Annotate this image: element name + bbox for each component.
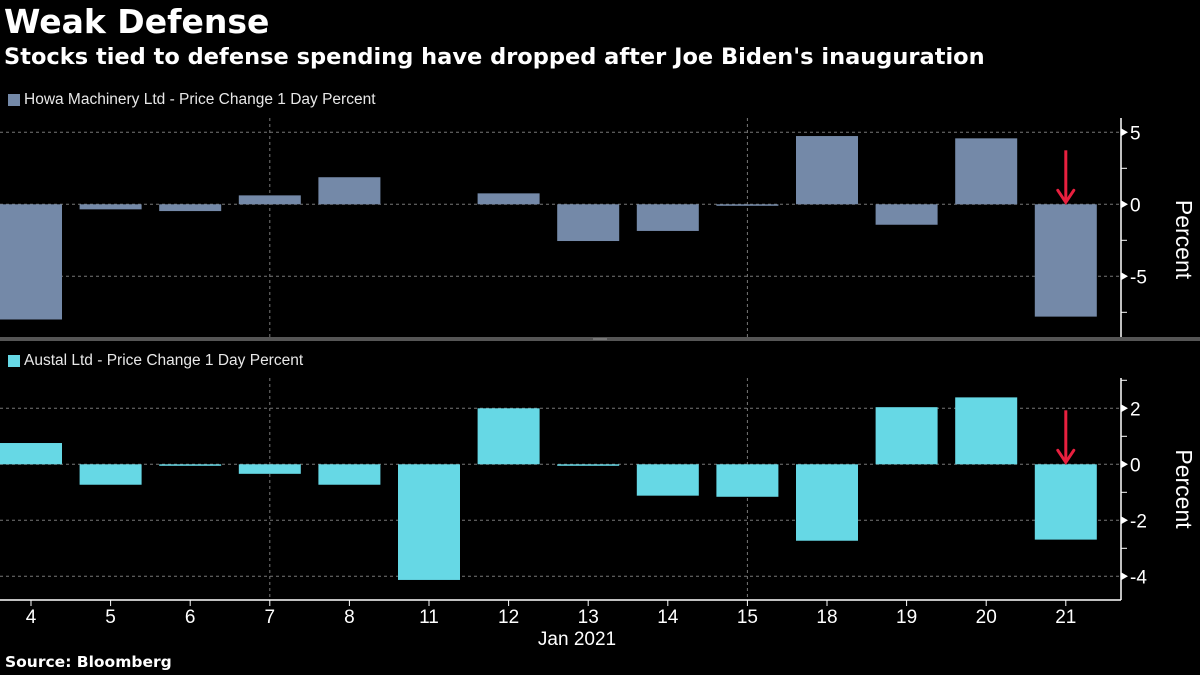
bar-austal-jan-20 [955,397,1018,465]
bar-austal-jan-5 [79,464,142,485]
bar-howa-jan-13 [557,204,620,242]
bar-austal-jan-8 [318,464,381,485]
x-tick-label: 8 [344,607,355,628]
bar-howa-jan-18 [796,136,858,205]
x-tick-label: 14 [657,607,679,628]
y-tick-label: 0 [1130,455,1141,476]
legend-howa: Howa Machinery Ltd - Price Change 1 Day … [8,91,376,109]
bar-howa-jan-14 [636,204,699,231]
y-tick-label: 2 [1130,399,1141,420]
bar-austal-jan-12 [477,408,540,465]
y-tick-marker [1121,128,1128,137]
annotation-arrow-icon [1056,150,1076,206]
annotation-arrow-icon [1056,410,1076,466]
bar-howa-jan-4 [0,204,62,320]
legend-label-austal: Austal Ltd - Price Change 1 Day Percent [24,352,304,369]
y-tick-marker [1121,460,1128,469]
bar-howa-jan-5 [79,204,142,210]
source-note: Source: Bloomberg [5,653,172,671]
x-axis: 4 5 6 7 8 11 12 13 14 15 18 19 20 21 Jan 2021 [0,599,1121,650]
chart-title: Weak Defense [4,2,270,41]
bar-austal-jan-7 [238,464,301,474]
bar-howa-jan-6 [159,204,222,212]
x-tick-label: 15 [737,607,758,628]
bar-austal-jan-19 [875,407,938,465]
x-tick-label: 11 [419,607,439,628]
bar-howa-jan-7 [238,195,301,205]
bar-austal-jan-6 [159,464,222,466]
y-tick-marker [1121,200,1128,209]
legend-label-howa: Howa Machinery Ltd - Price Change 1 Day … [24,91,376,108]
bar-austal-jan-21 [1034,464,1097,540]
y-tick-label: 0 [1130,195,1141,216]
bar-austal-jan-15 [716,464,779,497]
y-tick-label: 5 [1130,123,1141,144]
bar-austal-jan-18 [796,464,858,541]
y-tick-label: -2 [1130,511,1147,532]
y-tick-marker [1121,272,1128,281]
y-tick-marker [1121,516,1128,525]
x-tick-label: 13 [578,607,599,628]
x-tick-label: 5 [105,607,116,628]
x-tick-label: 18 [816,607,837,628]
x-tick-label: 20 [976,607,997,628]
bar-austal-jan-14 [636,464,699,496]
bar-howa-jan-15 [716,204,779,206]
panel-howa: 5 0 -5 Percent [0,118,1197,337]
x-tick-label: 7 [265,607,276,628]
y-tick-marker [1121,404,1128,413]
x-tick-label: 21 [1055,607,1076,628]
y-tick-marker [1121,572,1128,581]
bar-austal-jan-11 [398,464,460,580]
legend-swatch-austal [8,355,20,367]
x-axis-title: Jan 2021 [538,629,616,650]
y-tick-label: -4 [1130,567,1147,588]
y-tick-label: -5 [1130,267,1147,288]
panel-austal: 2 0 -2 -4 Percent [0,378,1197,600]
x-tick-label: 12 [498,607,519,628]
x-tick-label: 6 [185,607,196,628]
x-tick-label: 19 [896,607,917,628]
arrow-head [1056,448,1076,466]
y-axis-title: Percent [1171,449,1197,529]
legend-austal: Austal Ltd - Price Change 1 Day Percent [8,352,303,370]
bar-howa-jan-21 [1034,204,1097,317]
x-tick-label: 4 [26,607,37,628]
arrow-head [1056,188,1076,206]
bar-austal-jan-4 [0,443,62,465]
bar-howa-jan-19 [875,204,938,225]
y-axis-title: Percent [1171,200,1197,280]
bar-austal-jan-13 [557,464,620,466]
bar-howa-jan-12 [477,193,540,205]
bar-howa-jan-8 [318,177,381,205]
chart-subtitle: Stocks tied to defense spending have dro… [4,44,985,70]
legend-swatch-howa [8,94,20,106]
bar-howa-jan-20 [955,138,1018,205]
